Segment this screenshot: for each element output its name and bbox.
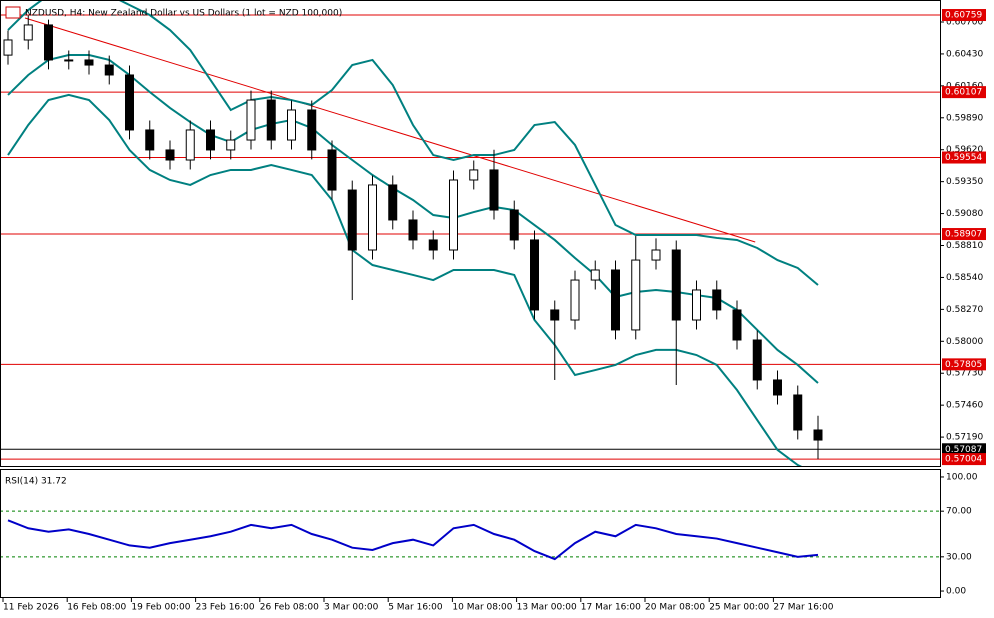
x-tick-label: 17 Mar 16:00 — [581, 603, 641, 613]
bollinger-band — [7, 53, 819, 384]
y-tick-label: 0.59080 — [946, 209, 983, 219]
candle-body — [327, 149, 337, 191]
candle-body — [712, 289, 722, 311]
candle-body — [104, 64, 114, 76]
candle-body — [793, 394, 803, 431]
candle-body — [206, 129, 215, 151]
candle-body — [266, 99, 276, 141]
y-tick-label: 0.57730 — [946, 369, 983, 379]
level-tag — [942, 86, 986, 99]
rsi-tick-label: 0.00 — [946, 587, 966, 597]
level-tag — [942, 9, 986, 22]
level-tag — [942, 443, 986, 456]
y-tick-label: 0.59620 — [946, 145, 983, 155]
candle-body — [651, 249, 661, 261]
x-tick-label: 19 Feb 00:00 — [131, 603, 190, 613]
x-tick-label: 25 Mar 00:00 — [709, 603, 769, 613]
symbol-icon — [5, 6, 21, 19]
price-panel — [0, 0, 941, 467]
x-tick-label: 16 Feb 08:00 — [67, 603, 126, 613]
x-tick-label: 10 Mar 08:00 — [452, 603, 512, 613]
candle-body — [307, 109, 317, 151]
candle-body — [813, 429, 823, 441]
x-tick-label: 11 Feb 2026 — [3, 603, 59, 613]
candle-body — [671, 249, 681, 321]
rsi-tick-label: 100.00 — [946, 472, 978, 482]
level-label: 0.60107 — [945, 88, 982, 98]
level-tag — [942, 358, 986, 371]
x-tick-label: 13 Mar 00:00 — [517, 603, 577, 613]
bollinger-band — [7, 93, 803, 466]
y-tick-label: 0.59890 — [946, 113, 983, 123]
y-tick-label: 0.60700 — [946, 17, 983, 27]
y-tick-label: 0.58810 — [946, 241, 983, 251]
candle-body — [550, 309, 560, 321]
candle-body — [246, 99, 256, 141]
level-label: 0.59554 — [945, 153, 982, 163]
rsi-label: RSI(14) 31.72 — [5, 477, 67, 487]
candle-body — [428, 239, 438, 251]
rsi-tick-label: 70.00 — [946, 507, 972, 517]
y-tick-label: 0.58540 — [946, 273, 983, 283]
candle-body — [489, 169, 499, 211]
level-tag — [942, 228, 986, 241]
y-tick-label: 0.57460 — [946, 401, 983, 411]
x-tick-label: 27 Mar 16:00 — [773, 603, 833, 613]
level-label: 0.60759 — [945, 11, 982, 21]
candle-body — [773, 379, 782, 396]
candle-body — [509, 209, 519, 241]
trendline — [24, 17, 756, 243]
level-label: 0.57087 — [945, 445, 982, 455]
candle-body — [368, 184, 377, 251]
candle-body — [611, 269, 620, 331]
candle-body — [44, 24, 53, 61]
candle-body — [3, 39, 13, 56]
y-tick-label: 0.58270 — [946, 305, 983, 315]
candle-body — [408, 219, 418, 241]
level-label: 0.58907 — [945, 230, 982, 240]
level-label: 0.57004 — [945, 455, 982, 465]
rsi-panel — [0, 469, 941, 598]
candle-body — [631, 259, 641, 331]
bollinger-band — [7, 1, 819, 286]
candle-body — [64, 59, 74, 62]
level-tag — [942, 453, 986, 466]
candle-body — [449, 179, 458, 251]
candle-body — [84, 59, 94, 66]
candle-body — [185, 129, 195, 161]
x-tick-label: 23 Feb 16:00 — [196, 603, 255, 613]
y-tick-label: 0.57190 — [946, 433, 983, 443]
candle-body — [125, 74, 134, 131]
x-tick-label: 5 Mar 16:00 — [388, 603, 443, 613]
y-tick-label: 0.58000 — [946, 337, 983, 347]
candle-body — [469, 169, 479, 181]
rsi-tick-label: 30.00 — [946, 552, 972, 562]
price-area — [1, 1, 940, 466]
rsi-area — [1, 510, 940, 561]
candle-body — [752, 339, 762, 381]
x-tick-label: 20 Mar 08:00 — [645, 603, 705, 613]
candle-body — [23, 24, 33, 41]
rsi-line — [7, 519, 819, 561]
chart-title: NZDUSD, H4: New Zealand Dollar vs US Dol… — [25, 9, 342, 19]
candle-body — [732, 309, 742, 341]
x-tick-label: 26 Feb 08:00 — [260, 603, 319, 613]
level-label: 0.57805 — [945, 360, 982, 370]
x-tick-label: 3 Mar 00:00 — [324, 603, 379, 613]
candle-body — [226, 139, 236, 151]
candle-body — [347, 189, 357, 251]
candle-body — [692, 289, 701, 321]
level-tag — [942, 151, 986, 164]
candle-body — [530, 239, 539, 311]
candle-body — [388, 184, 398, 221]
candle-body — [590, 269, 600, 281]
candle-body — [165, 149, 175, 161]
candle-body — [570, 279, 580, 321]
candle-body — [287, 109, 296, 141]
y-tick-label: 0.59350 — [946, 177, 983, 187]
candle-body — [145, 129, 155, 151]
y-tick-label: 0.60430 — [946, 49, 983, 59]
